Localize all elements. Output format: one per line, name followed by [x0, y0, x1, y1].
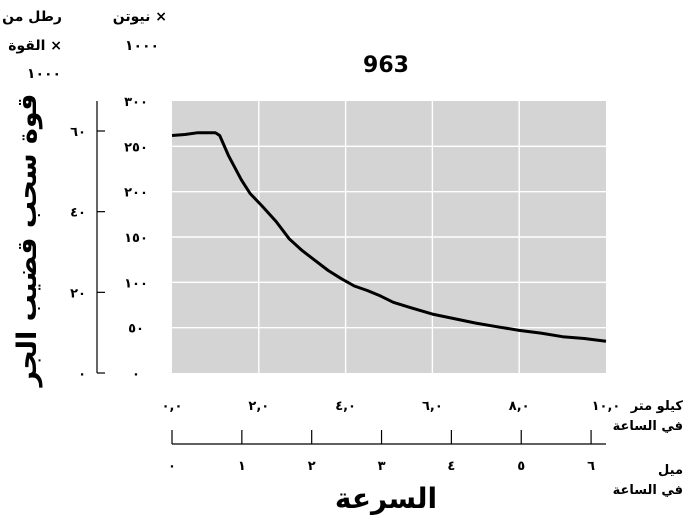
- y-left-unit-line-1: رطل من: [2, 9, 62, 25]
- y-left-tick-label: ٢٠: [70, 286, 86, 301]
- x-secondary-tick-label: ٤: [447, 459, 455, 474]
- x-secondary-unit-line-2: في الساعة: [613, 483, 683, 498]
- y-left-tick-label: ٤٠: [70, 206, 86, 221]
- grid-lines: [172, 101, 606, 373]
- x-primary-tick-label: ٢,٠: [248, 399, 269, 414]
- chart-title: 963: [363, 53, 409, 78]
- x-axis-label: السرعة: [335, 482, 437, 515]
- y-right-unit-line-2: ١٠٠٠: [125, 38, 159, 54]
- y-right-tick-label: ٢٠٠: [124, 186, 148, 201]
- x-secondary-tick-label: ٥: [517, 459, 525, 474]
- x-primary-tick-label: ٦,٠: [422, 399, 443, 414]
- y-right-tick-label: ٠: [132, 367, 140, 382]
- y-left-tick-label: ٠: [78, 367, 86, 382]
- y-right-tick-label: ٣٠٠: [124, 95, 148, 110]
- y-right-unit-line-1: نيوتن ×: [113, 9, 167, 25]
- x-secondary-tick-label: ٢: [308, 459, 316, 474]
- y-right-tick-label: ٢٥٠: [124, 140, 148, 155]
- y-left-unit-line-2: القوة ×: [8, 38, 62, 54]
- y-right-tick-label: ١٠٠: [124, 276, 148, 291]
- x-secondary-tick-label: ٠: [168, 459, 176, 474]
- x-secondary-tick-label: ٣: [378, 459, 386, 474]
- x-primary-tick-label: ١٠,٠: [592, 399, 621, 414]
- x-primary-unit-line-2: في الساعة: [613, 419, 683, 434]
- y-left-tick-label: ٦٠: [70, 125, 86, 140]
- x-primary-tick-label: ٨,٠: [509, 399, 530, 414]
- x-primary-tick-label: ٤,٠: [335, 399, 356, 414]
- x-secondary-tick-label: ١: [238, 459, 246, 474]
- y-left-unit-line-3: ١٠٠٠: [27, 66, 61, 82]
- x-primary-unit-line-1: كيلو متر: [630, 399, 683, 414]
- y-right-tick-label: ٥٠: [128, 322, 144, 337]
- x-secondary-tick-label: ٦: [587, 459, 595, 474]
- y-right-tick-label: ١٥٠: [124, 231, 148, 246]
- x-secondary-unit-line-1: ميل: [658, 463, 683, 478]
- series-line: [171, 131, 607, 343]
- x-primary-tick-label: ٠,٠: [162, 399, 183, 414]
- axes: [96, 101, 606, 445]
- y-axis-label: قوة سحب قضيب الجر: [12, 94, 43, 389]
